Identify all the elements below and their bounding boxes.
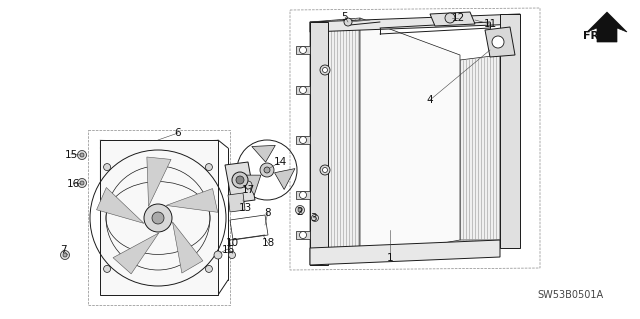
Polygon shape	[430, 12, 475, 26]
Text: 7: 7	[60, 245, 67, 255]
Polygon shape	[296, 191, 310, 199]
Text: 2: 2	[297, 207, 303, 217]
Polygon shape	[173, 222, 203, 273]
Circle shape	[104, 265, 111, 272]
Circle shape	[312, 214, 319, 221]
Polygon shape	[500, 14, 520, 248]
Circle shape	[77, 179, 86, 188]
Text: 11: 11	[483, 19, 497, 29]
Polygon shape	[100, 140, 218, 295]
Text: SW53B0501A: SW53B0501A	[537, 290, 603, 300]
Circle shape	[296, 205, 305, 214]
Circle shape	[300, 47, 307, 54]
Text: 12: 12	[451, 13, 465, 23]
Text: 5: 5	[342, 12, 348, 22]
Text: 14: 14	[273, 157, 287, 167]
Text: 10: 10	[225, 238, 239, 248]
Polygon shape	[241, 175, 261, 195]
Circle shape	[144, 204, 172, 232]
Circle shape	[323, 167, 328, 173]
Text: 18: 18	[261, 238, 275, 248]
Polygon shape	[296, 46, 310, 54]
Text: 15: 15	[65, 150, 77, 160]
Text: 16: 16	[67, 179, 79, 189]
Text: 16: 16	[221, 245, 235, 255]
Circle shape	[492, 36, 504, 48]
Circle shape	[77, 151, 86, 160]
Circle shape	[244, 181, 252, 189]
Text: 4: 4	[427, 95, 433, 105]
Circle shape	[320, 165, 330, 175]
Polygon shape	[166, 189, 218, 212]
Text: 13: 13	[238, 203, 252, 213]
Polygon shape	[225, 162, 255, 203]
Polygon shape	[252, 145, 275, 162]
Circle shape	[63, 253, 67, 257]
Circle shape	[228, 251, 236, 258]
Polygon shape	[310, 22, 328, 265]
Polygon shape	[310, 240, 500, 265]
Polygon shape	[310, 18, 360, 265]
Text: FR.: FR.	[583, 31, 604, 41]
Circle shape	[80, 181, 84, 185]
Circle shape	[236, 176, 244, 184]
Circle shape	[298, 208, 302, 212]
Polygon shape	[587, 12, 627, 42]
Circle shape	[205, 164, 212, 171]
Circle shape	[300, 86, 307, 93]
Polygon shape	[360, 18, 460, 258]
Circle shape	[232, 172, 248, 188]
Circle shape	[300, 137, 307, 144]
Text: 6: 6	[175, 128, 181, 138]
Circle shape	[61, 250, 70, 259]
Polygon shape	[97, 188, 144, 223]
Polygon shape	[296, 136, 310, 144]
Text: 8: 8	[265, 208, 271, 218]
Circle shape	[80, 153, 84, 157]
Polygon shape	[275, 168, 295, 189]
Polygon shape	[147, 157, 171, 206]
Text: 3: 3	[310, 213, 316, 223]
Circle shape	[323, 68, 328, 72]
Polygon shape	[228, 193, 245, 212]
Circle shape	[300, 232, 307, 239]
Circle shape	[260, 163, 274, 177]
Circle shape	[205, 265, 212, 272]
Circle shape	[264, 167, 270, 173]
Polygon shape	[460, 55, 500, 240]
Circle shape	[445, 13, 455, 23]
Text: 1: 1	[387, 253, 394, 263]
Polygon shape	[113, 233, 159, 274]
Polygon shape	[296, 231, 310, 239]
Circle shape	[152, 212, 164, 224]
Circle shape	[214, 251, 222, 259]
Circle shape	[104, 164, 111, 171]
Circle shape	[300, 191, 307, 198]
Circle shape	[344, 18, 352, 26]
Polygon shape	[310, 14, 520, 32]
Polygon shape	[296, 86, 310, 94]
Circle shape	[320, 65, 330, 75]
Text: 17: 17	[241, 185, 255, 195]
Polygon shape	[485, 27, 515, 57]
